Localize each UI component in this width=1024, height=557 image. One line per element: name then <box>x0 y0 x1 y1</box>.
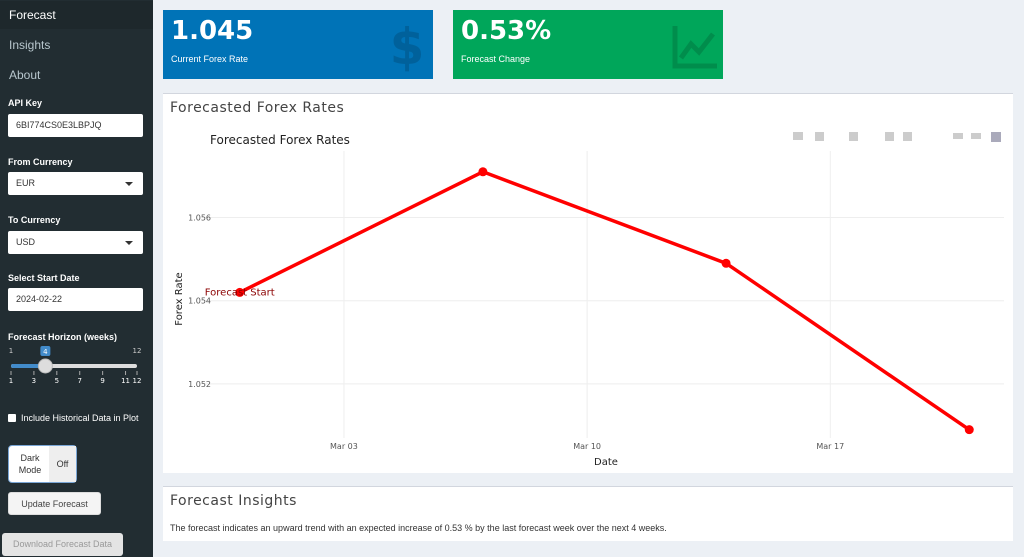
text-input[interactable]: 6BI774CS0E3LBPJQ <box>8 114 143 137</box>
chart-title: Forecasted Forex Rates <box>210 133 350 147</box>
label: To Currency <box>8 215 61 225</box>
caret <box>125 182 133 186</box>
select[interactable]: EUR <box>8 172 143 195</box>
label: Select Start Date <box>8 273 80 283</box>
card-title: Forecasted Forex Rates <box>170 100 345 116</box>
x-axis-label: Date <box>594 457 618 468</box>
label: Forecast Horizon (weeks) <box>8 332 118 342</box>
x-tick-label: Mar 17 <box>816 442 844 451</box>
y-tick-label: 1.052 <box>188 380 211 389</box>
point <box>235 287 245 297</box>
point <box>964 425 974 435</box>
select-value: EUR <box>16 178 36 188</box>
toggle[interactable]: Dark Mode Off <box>8 445 77 483</box>
icon: $ <box>390 18 425 74</box>
label: From Currency <box>8 157 73 167</box>
sidebar: Forecast Insights About API Key 6BI774CS… <box>0 0 153 557</box>
menu-item[interactable]: About <box>0 61 153 89</box>
x-tick-label: Mar 10 <box>573 442 601 451</box>
button[interactable]: Update Forecast <box>8 492 101 515</box>
slider-min: 1 <box>9 347 13 355</box>
menu-item[interactable]: Forecast <box>0 1 153 29</box>
slider-value-box <box>40 346 51 356</box>
value-box: 0.53% Forecast Change <box>453 10 723 79</box>
y-tick-label: 1.054 <box>188 297 211 306</box>
x-tick-label: Mar 03 <box>330 442 358 451</box>
y-axis-label: Forex Rate <box>174 272 185 325</box>
slider-handle <box>37 358 53 374</box>
value-box-label: Current Forex Rate <box>171 54 249 64</box>
modebar <box>793 132 1001 142</box>
toggle-state: Off <box>49 446 76 482</box>
menu-item[interactable]: Insights <box>0 31 153 59</box>
card-title: Forecast Insights <box>170 493 297 509</box>
chart: Forecasted Forex Rates 1.052 1.054 1.056 Mar… <box>174 132 1004 468</box>
svg-text:$: $ <box>390 18 425 74</box>
checkbox[interactable] <box>8 414 16 422</box>
menu-text: About <box>9 68 41 82</box>
date-input[interactable]: 2024-02-22 <box>8 288 143 311</box>
chart-card: Forecasted Forex Rates Forecasted Forex … <box>163 93 1013 473</box>
value-box-label: Forecast Change <box>461 54 531 64</box>
slider-fill <box>11 364 46 368</box>
menu-text: Insights <box>9 38 51 52</box>
y-tick-label: 1.056 <box>188 214 211 223</box>
button[interactable]: Download Forecast Data <box>2 533 123 556</box>
slider-tick-label: 11 <box>121 377 130 385</box>
slider-tick-label: 7 <box>77 377 81 385</box>
point <box>721 258 731 268</box>
slider-tick-label: 5 <box>55 377 59 385</box>
slider-tick-label: 1 <box>9 377 13 385</box>
label: API Key <box>8 98 43 108</box>
line <box>238 169 971 432</box>
checkbox-label: Include Historical Data in Plot <box>21 413 139 423</box>
value-box-value: 1.045 <box>171 16 254 46</box>
select-value: USD <box>16 237 36 247</box>
insights-card: Forecast Insights The forecast indicates… <box>163 486 1013 541</box>
slider-value: 4 <box>43 348 48 356</box>
menu-text: Forecast <box>9 8 56 22</box>
slider-tick-label: 9 <box>100 377 104 385</box>
value-box: 1.045 Current Forex Rate $ <box>163 10 433 79</box>
caret <box>125 241 133 245</box>
insights-text: The forecast indicates an upward trend w… <box>170 523 667 533</box>
icon <box>672 26 717 69</box>
toggle-label: Dark Mode <box>18 453 42 475</box>
select[interactable]: USD <box>8 231 143 254</box>
slider-tick-label: 12 <box>133 377 142 385</box>
slider-max: 12 <box>133 347 142 355</box>
annotation: Forecast Start <box>205 287 275 298</box>
value-box-value: 0.53% <box>461 16 552 46</box>
point <box>478 167 488 177</box>
slider-tick-label: 3 <box>32 377 36 385</box>
